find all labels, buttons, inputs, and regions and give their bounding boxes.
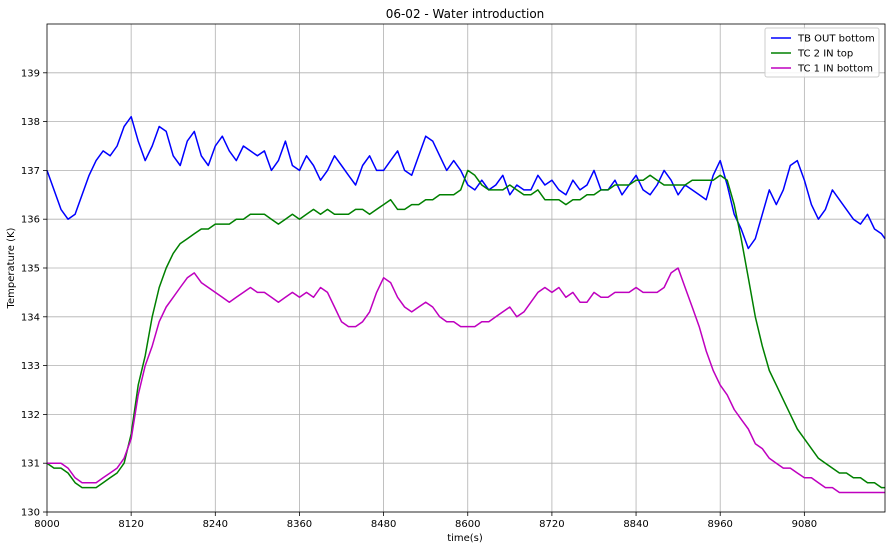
- x-tick-label: 8960: [707, 519, 732, 530]
- legend-box: [764, 27, 880, 78]
- y-tick-label: 137: [21, 166, 40, 177]
- series-line-tb-out-bottom: [46, 115, 886, 250]
- y-tick-label: 134: [21, 312, 40, 323]
- y-tick-label: 132: [21, 410, 40, 421]
- x-tick-label: 8600: [455, 519, 480, 530]
- x-tick-label: 8480: [371, 519, 396, 530]
- chart-legend: TB OUT bottom TC 2 IN top TC 1 IN bottom: [764, 27, 880, 78]
- y-axis-title: Temperature (K): [6, 227, 17, 309]
- x-tick-label: 9080: [792, 519, 817, 530]
- legend-label: TC 2 IN top: [797, 49, 853, 60]
- y-tick-label: 131: [21, 459, 40, 470]
- y-tick-label: 136: [21, 215, 40, 226]
- legend-label: TB OUT bottom: [797, 34, 875, 45]
- y-tick-label: 130: [21, 508, 40, 519]
- x-tick-label: 8360: [287, 519, 312, 530]
- y-tick-label: 135: [21, 264, 40, 275]
- y-tick-label: 139: [21, 68, 40, 79]
- x-tick-label: 8000: [34, 519, 59, 530]
- x-tick-label: 8120: [118, 519, 143, 530]
- y-tick-label: 133: [21, 361, 40, 372]
- plot-area: 8000 8120 8240 8360 8480 8600 8720 8840 8960 9080…: [21, 23, 886, 530]
- chart-title: 06-02 - Water introduction: [386, 7, 545, 21]
- x-tick-label: 8840: [623, 519, 648, 530]
- y-tick-label: 138: [21, 117, 40, 128]
- x-axis-title: time(s): [447, 533, 483, 544]
- series-line-tc-2-in-top: [46, 169, 885, 489]
- x-tick-label: 8720: [539, 519, 564, 530]
- legend-label: TC 1 IN bottom: [797, 64, 873, 75]
- series-line-tc-1-in-bottom: [47, 267, 885, 494]
- x-tick-label: 8240: [203, 519, 228, 530]
